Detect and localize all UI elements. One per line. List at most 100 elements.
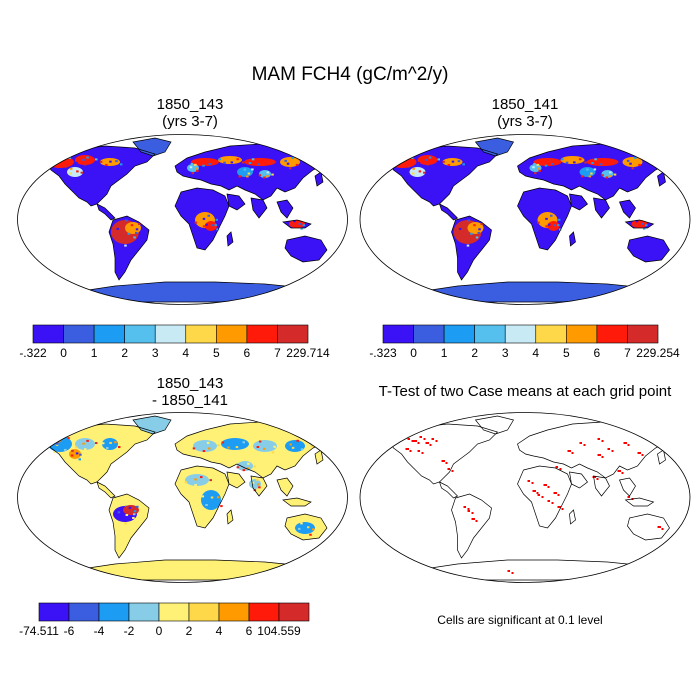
field-speckle <box>53 437 57 440</box>
field-speckle <box>132 516 135 519</box>
significant-cell <box>579 442 582 444</box>
colorbar-box <box>128 602 160 622</box>
colorbar-difference: -74.511 -6 -4 -2 0 2 4 6 104.559 <box>19 602 310 638</box>
field-speckle <box>537 221 540 224</box>
colorbar-label: 1 <box>91 346 98 360</box>
field-speckle <box>319 439 322 442</box>
significant-cell <box>527 480 530 482</box>
field-speckle <box>73 173 77 176</box>
field-speckle <box>236 158 239 161</box>
coastline <box>675 533 682 549</box>
coastline <box>276 199 294 219</box>
field-speckle <box>317 162 320 165</box>
colorbar-label: 1 <box>441 346 448 360</box>
field-speckle <box>207 228 211 231</box>
field-speckle <box>645 224 648 227</box>
field-speckle <box>604 160 608 163</box>
significant-cell <box>627 496 630 498</box>
field-speckle <box>86 156 89 159</box>
field-speckle <box>211 227 214 230</box>
field-speckle <box>262 160 265 163</box>
significant-cell <box>601 440 604 442</box>
field-speckle <box>656 159 659 162</box>
field-speckle <box>470 232 473 235</box>
field-speckle <box>553 224 556 227</box>
field-speckle <box>64 162 68 164</box>
field-speckle <box>418 170 422 173</box>
field-speckle <box>207 214 211 217</box>
field-speckle <box>295 225 299 228</box>
field-speckle <box>184 481 188 484</box>
field-speckle <box>319 159 322 162</box>
coastline <box>624 497 655 507</box>
field-patch <box>253 440 277 452</box>
land-newZealand <box>676 534 682 548</box>
field-speckle <box>52 167 55 170</box>
field-speckle <box>298 445 301 448</box>
field-speckle <box>211 503 214 506</box>
map-panel-1850-143 <box>17 134 348 305</box>
field-speckle <box>69 172 72 175</box>
field-speckle <box>223 161 226 164</box>
colorbar-label: 104.559 <box>257 624 301 638</box>
significant-cell <box>417 442 420 444</box>
colorbar-label: 3 <box>152 346 159 360</box>
field-speckle <box>121 515 124 518</box>
field-speckle <box>543 161 547 164</box>
field-speckle <box>430 161 433 164</box>
colorbar-label: 4 <box>216 624 223 638</box>
field-speckle <box>606 172 609 175</box>
colorbar-box <box>216 324 248 344</box>
field-speckle <box>50 442 53 445</box>
field-patch <box>123 505 139 515</box>
coastline <box>627 513 670 541</box>
field-speckle <box>64 448 67 451</box>
coastline <box>593 475 610 497</box>
field-speckle <box>296 439 299 442</box>
coastline <box>250 197 268 219</box>
significant-cell <box>441 460 445 462</box>
field-speckle <box>128 509 131 512</box>
field-speckle <box>611 165 614 168</box>
field-speckle <box>534 172 537 175</box>
field-speckle <box>316 444 319 447</box>
field-speckle <box>117 511 121 514</box>
field-speckle <box>593 168 597 171</box>
panel4-title-text: T-Test of two Case means at each grid po… <box>378 383 672 400</box>
coastline <box>451 215 492 281</box>
field-patch <box>187 164 199 172</box>
field-speckle <box>424 158 428 161</box>
field-speckle <box>120 234 124 237</box>
coastline <box>474 137 515 157</box>
field-patch <box>102 438 118 450</box>
field-speckle <box>655 161 658 164</box>
field-speckle <box>601 174 604 177</box>
field-speckle <box>266 171 270 174</box>
field-speckle <box>309 533 312 536</box>
field-speckle <box>545 225 548 228</box>
field-speckle <box>251 158 255 161</box>
colorbar-label: 7 <box>274 346 281 360</box>
field-speckle <box>115 160 118 163</box>
field-speckle <box>284 159 287 162</box>
field-speckle <box>248 446 252 449</box>
field-speckle <box>135 231 138 234</box>
field-speckle <box>310 445 314 448</box>
field-speckle <box>293 220 296 223</box>
colorbar-box <box>68 602 100 622</box>
field-patch <box>285 440 305 452</box>
field-speckle <box>591 162 594 164</box>
field-speckle <box>635 220 639 223</box>
field-patch <box>221 438 249 450</box>
significant-cell <box>417 450 420 452</box>
field-speckle <box>52 439 56 442</box>
ocean-background <box>17 134 348 305</box>
coastline <box>132 415 172 435</box>
field-speckle <box>201 161 204 164</box>
field-speckle <box>189 166 193 169</box>
field-speckle <box>84 448 87 451</box>
coastline <box>593 197 610 219</box>
significant-cell <box>583 444 586 446</box>
coastline <box>569 509 576 525</box>
field-patch <box>309 158 321 166</box>
